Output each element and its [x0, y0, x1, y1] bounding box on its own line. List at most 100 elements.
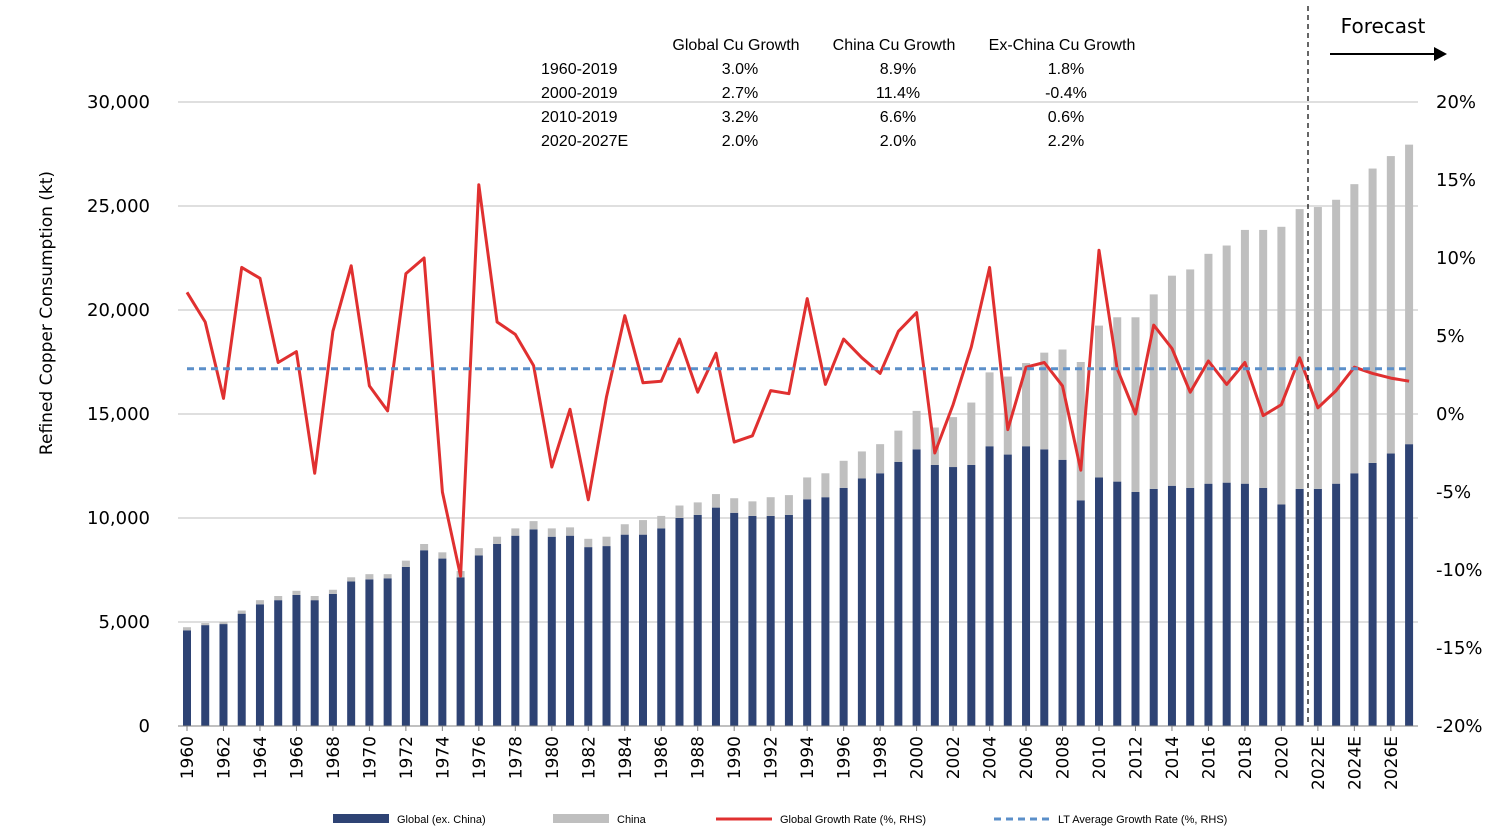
bar-global-ex-china [967, 464, 976, 726]
bar-global-ex-china [584, 547, 593, 726]
y-tick-label: 25,000 [87, 196, 150, 217]
bar-china [821, 473, 830, 498]
bar-china [967, 402, 976, 465]
table-row-period: 2010-2019 [541, 109, 618, 126]
bar-global-ex-china [1350, 473, 1359, 726]
bar-china [1332, 199, 1341, 484]
bar-china [839, 460, 848, 488]
table-cell: 2.0% [722, 133, 758, 150]
bar-global-ex-china [1295, 488, 1304, 726]
bar-global-ex-china [894, 461, 903, 726]
bar-china [1295, 209, 1304, 489]
bar-china [894, 430, 903, 462]
bar-china [474, 548, 483, 556]
bar-china [693, 502, 702, 515]
bar-global-ex-china [1149, 488, 1158, 726]
table-cell: 1.8% [1048, 61, 1084, 78]
bar-china [803, 477, 812, 500]
x-axis-ticks: 1960 1962 1964 1966 1968 1970 1972 1974 1976 1978… [178, 726, 1402, 790]
global-growth-line [185, 183, 1410, 578]
y2-tick-label: 15% [1436, 170, 1476, 191]
bar-china [328, 589, 337, 594]
x-tick-label: 1986 [652, 736, 672, 779]
gridlines [178, 101, 1418, 623]
bar-global-ex-china [1167, 485, 1176, 726]
legend: Global (ex. China) China Global Growth Rat… [333, 814, 1227, 826]
bar-global-ex-china [1040, 449, 1049, 726]
x-tick-label: 1990 [725, 736, 745, 779]
bar-global-ex-china [420, 550, 429, 726]
bar-china [1076, 362, 1085, 501]
table-header: Global Cu Growth [672, 37, 799, 54]
x-tick-label: 1974 [433, 736, 453, 779]
bar-china [401, 560, 410, 567]
bar-china [1277, 226, 1286, 505]
bar-china [639, 520, 647, 535]
bar-global-ex-china [784, 514, 793, 726]
y-tick-label: 15,000 [87, 404, 150, 425]
bar-global-ex-china [1186, 487, 1195, 726]
bar-global-ex-china [547, 536, 556, 726]
bar-china [274, 596, 283, 601]
table-header: Ex-China Cu Growth [989, 37, 1136, 54]
x-tick-label: 1984 [616, 736, 636, 779]
bar-china [766, 497, 775, 516]
bar-china [857, 451, 866, 479]
bar-global-ex-china [876, 473, 885, 726]
x-tick-label: 1960 [178, 736, 198, 779]
y2-tick-label: -10% [1436, 560, 1483, 581]
bar-global-ex-china [255, 604, 264, 726]
bar-global-ex-china [365, 579, 374, 726]
bar-global-ex-china [1113, 481, 1122, 726]
bar-china [1350, 184, 1359, 474]
bar-global-ex-china [493, 544, 502, 726]
y2-tick-label: -5% [1436, 482, 1471, 503]
bar-global-ex-china [274, 600, 283, 726]
bar-global-ex-china [1277, 504, 1286, 726]
bar-china [602, 536, 611, 547]
x-tick-label: 2018 [1236, 736, 1256, 779]
x-tick-label: 2014 [1163, 736, 1183, 779]
x-tick-label: 1980 [543, 736, 563, 779]
y-tick-label: 30,000 [87, 92, 150, 113]
forecast-arrow-head-icon [1434, 47, 1447, 61]
table-cell: 8.9% [880, 61, 916, 78]
bar-global-ex-china [1076, 500, 1085, 726]
table-cell: -0.4% [1045, 85, 1087, 102]
bar-china [310, 596, 319, 601]
table-cell: 6.6% [880, 109, 916, 126]
bar-china [255, 600, 264, 605]
x-tick-label: 1982 [579, 736, 599, 779]
bar-global-ex-china [219, 624, 228, 726]
y-tick-label: 10,000 [87, 508, 150, 529]
bar-global-ex-china [1259, 487, 1268, 726]
growth-table: Global Cu Growth China Cu Growth Ex-China … [541, 37, 1135, 150]
bar-china [493, 536, 502, 544]
table-row-period: 2000-2019 [541, 85, 618, 102]
bar-global-ex-china [1240, 483, 1249, 726]
bar-global-ex-china [474, 555, 483, 726]
x-tick-label: 2026E [1382, 736, 1402, 790]
legend-swatch-bar [553, 814, 609, 823]
y-tick-label: 20,000 [87, 300, 150, 321]
legend-label: LT Average Growth Rate (%, RHS) [1058, 814, 1227, 826]
bar-china [547, 528, 556, 537]
bar-china [711, 494, 720, 508]
bar-global-ex-china [1058, 459, 1067, 726]
right-y-axis-ticks: -20% -15% -10% -5% 0% 5% 10% 15% 20% [1436, 92, 1483, 737]
table-cell: 2.7% [722, 85, 758, 102]
bar-china [529, 521, 538, 530]
bar-china [784, 495, 793, 515]
bar-china [620, 524, 629, 535]
left-y-axis-ticks: 0 5,000 10,000 15,000 20,000 25,000 30,000 [87, 92, 150, 737]
x-tick-label: 2010 [1090, 736, 1110, 779]
legend-label: Global Growth Rate (%, RHS) [780, 814, 926, 826]
x-tick-label: 2006 [1017, 736, 1037, 779]
x-tick-label: 1992 [762, 736, 782, 779]
line-series [185, 183, 1410, 578]
table-cell: 3.2% [722, 109, 758, 126]
bar-global-ex-china [620, 534, 629, 726]
forecast-label: Forecast [1341, 14, 1426, 38]
bar-global-ex-china [183, 630, 191, 726]
bar-china [748, 501, 757, 516]
